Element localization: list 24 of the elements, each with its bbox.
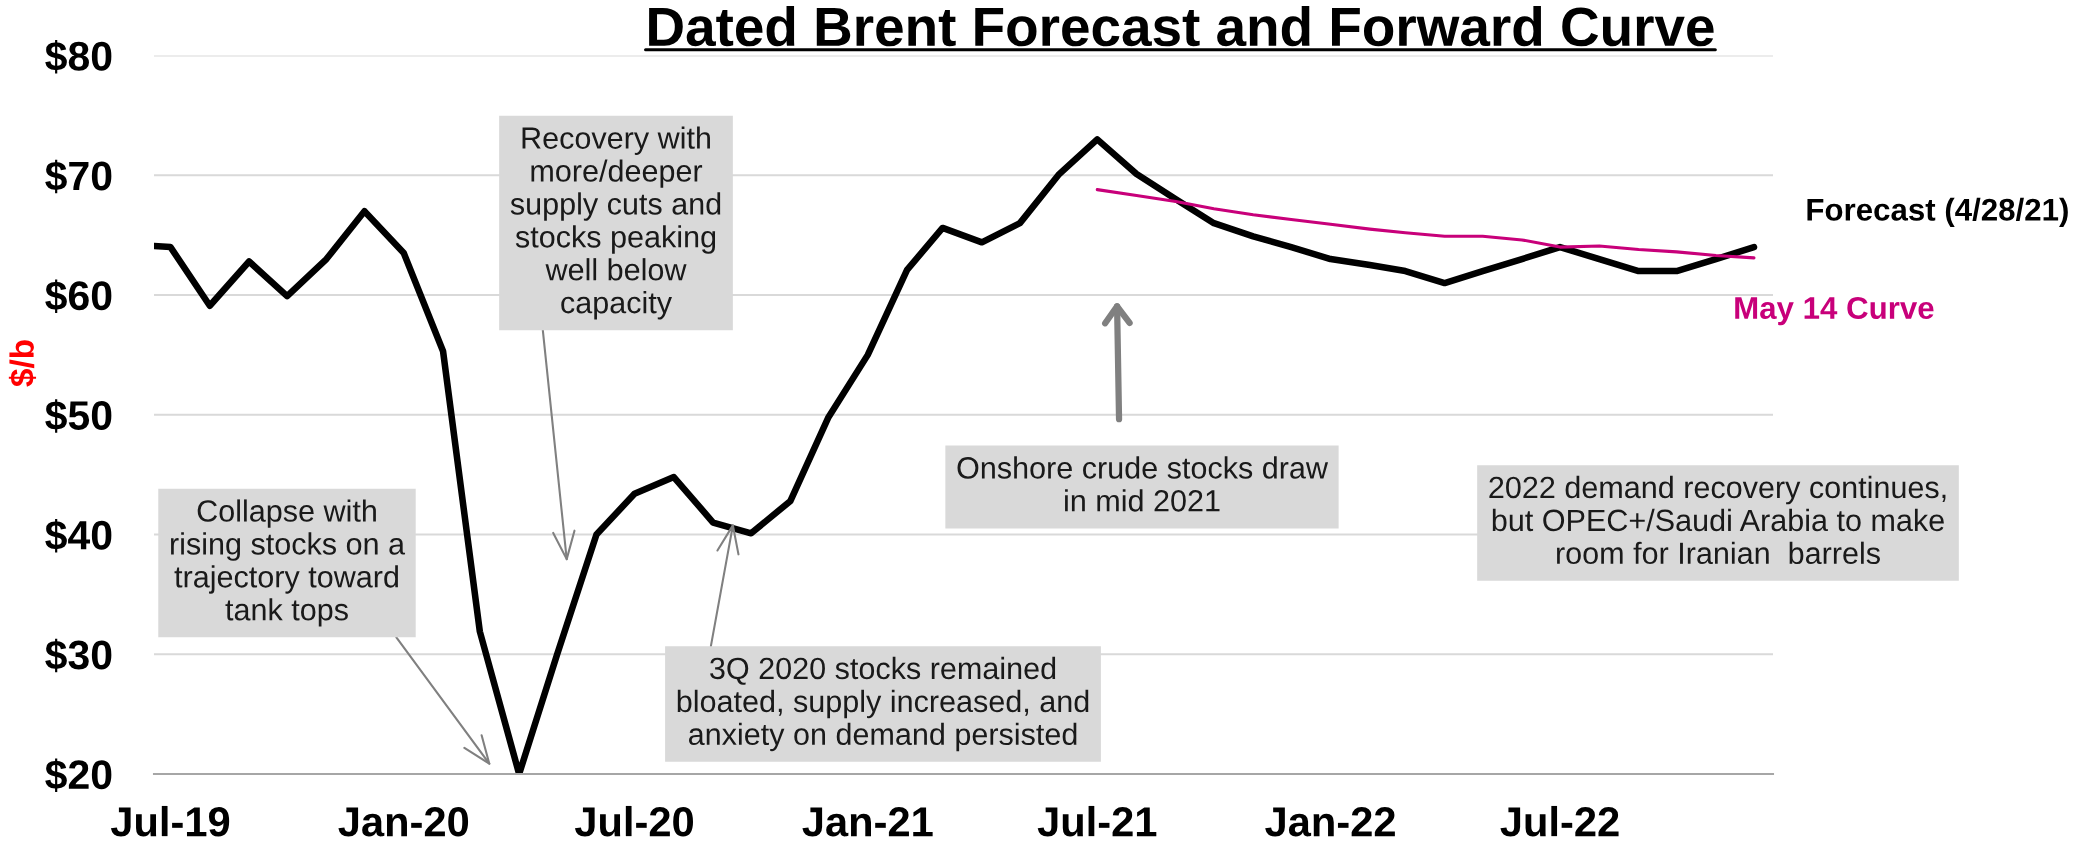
x-tick-label: Jan-20	[338, 807, 469, 837]
y-tick-label: $20	[45, 758, 112, 792]
x-tick-label: Jul-22	[1500, 805, 1619, 837]
chart-title: Dated Brent Forecast and Forward Curve	[649, 6, 1714, 47]
y-tick-label: $80	[45, 39, 112, 74]
x-tick-label: Jul-21	[1037, 805, 1157, 837]
x-tick-label: Jul-19	[110, 805, 230, 837]
y-tick-label: $50	[45, 399, 112, 433]
series-label: May 14 Curve	[1735, 296, 1934, 326]
y-axis-title: $/b	[8, 340, 37, 387]
line-series	[1095, 188, 1756, 260]
x-tick-label: Jul-20	[574, 805, 694, 837]
annotation: Onshore crude stocks draw in mid 2021	[957, 456, 1329, 512]
annotation: 2022 demand recovery continues, but OPEC+/Saudi Arabia to make room for Iranian barrels	[1489, 475, 1946, 565]
x-tick-label: Jan-21	[802, 807, 933, 837]
y-tick-label: $60	[45, 279, 112, 313]
y-tick-label: $40	[45, 518, 112, 553]
annotation: 3Q 2020 stocks remained bloated, supply increased, and anxiety on demand persisted	[677, 656, 1089, 752]
series-label: Forecast (4/28/21)	[1807, 197, 2068, 227]
annotation: Recovery with more/deeper supply cuts and stocks peaking well below capacity	[510, 126, 721, 320]
y-tick-label: $30	[45, 638, 112, 673]
x-tick-label: Jan-22	[1265, 807, 1395, 837]
y-tick-label: $70	[45, 159, 112, 194]
annotation: Collapse with rising stocks on a trajectory toward tank tops	[171, 499, 406, 627]
